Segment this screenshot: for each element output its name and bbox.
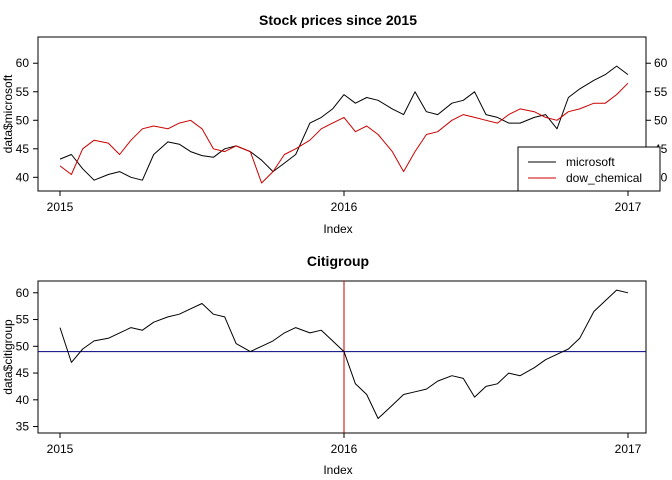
- x-tick-label: 2016: [331, 200, 358, 214]
- y-tick-label: 60: [654, 56, 668, 70]
- y-tick-label: 60: [16, 286, 30, 300]
- y-tick-label: 55: [654, 85, 668, 99]
- reference-lines: [38, 281, 646, 433]
- y-tick-label: 50: [16, 339, 30, 353]
- y-axis-label: data$citigroup: [1, 319, 15, 395]
- x-tick-label: 2017: [615, 442, 642, 456]
- legend-box: [517, 146, 661, 192]
- series-lines: [59, 65, 629, 184]
- y-tick-label: 45: [16, 366, 30, 380]
- x-axis: 2015 2016 2017: [47, 191, 642, 214]
- y-tick-label: 55: [16, 85, 30, 99]
- x-tick-label: 2017: [615, 200, 642, 214]
- y-axis-left: 40 45 50 55 60: [16, 56, 38, 184]
- y-tick-label: 40: [16, 170, 30, 184]
- series-line-dow-chemical: [59, 82, 629, 184]
- x-axis: 2015 2016 2017: [47, 433, 642, 456]
- legend-label-dow-chemical: dow_chemical: [566, 171, 642, 185]
- y-axis-label: data$microsoft: [1, 74, 15, 153]
- chart-title: Citigroup: [307, 253, 369, 269]
- legend-label-microsoft: microsoft: [566, 155, 615, 169]
- y-tick-label: 60: [16, 56, 30, 70]
- x-axis-label: Index: [323, 222, 352, 236]
- legend: microsoft dow_chemical: [517, 146, 661, 192]
- y-tick-label: 45: [16, 142, 30, 156]
- x-tick-label: 2015: [47, 442, 74, 456]
- x-tick-label: 2016: [331, 442, 358, 456]
- chart-title: Stock prices since 2015: [259, 12, 417, 28]
- plot-frame: [37, 36, 647, 192]
- y-axis-left: 35 40 45 50 55 60: [16, 286, 38, 434]
- y-tick-label: 50: [16, 113, 30, 127]
- x-axis-label: Index: [323, 463, 352, 477]
- stock-prices-panel: Stock prices since 2015 40 45 50 55 60 40 45 5…: [1, 12, 668, 236]
- citigroup-panel: Citigroup 35 40 45 50 55 60 2015 2016 2017 Inde…: [1, 253, 647, 477]
- y-tick-label: 55: [16, 313, 30, 327]
- plot-frame: [37, 280, 647, 434]
- x-tick-label: 2015: [47, 200, 74, 214]
- y-tick-label: 35: [16, 420, 30, 434]
- series-lines: [59, 289, 629, 419]
- y-tick-label: 50: [654, 113, 668, 127]
- series-line: [59, 289, 629, 419]
- y-tick-label: 40: [16, 393, 30, 407]
- series-line-microsoft: [59, 65, 629, 181]
